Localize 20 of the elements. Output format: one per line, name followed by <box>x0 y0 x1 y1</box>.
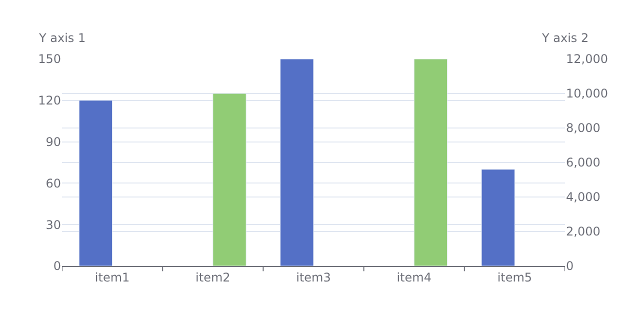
y2-tick-label: 6,000 <box>566 156 600 170</box>
y-tick-label: 0 <box>53 259 61 274</box>
y2-tick-label: 2,000 <box>566 224 600 239</box>
y2-tick-label: 4,000 <box>566 190 600 204</box>
x-tick-label: item4 <box>396 270 432 284</box>
y-tick-label: 90 <box>46 135 61 149</box>
x-tick-label: item2 <box>196 270 230 284</box>
x-tick-label: item5 <box>497 270 532 284</box>
x-tick-label: item1 <box>94 270 130 284</box>
y2-tick-label: 10,000 <box>566 86 608 101</box>
y-tick-label: 60 <box>46 176 61 190</box>
y2-tick-label: 8,000 <box>566 121 600 136</box>
y-tick-label: 30 <box>46 218 61 232</box>
y2-axis-title: Y axis 2 <box>541 31 589 45</box>
x-tick-label: item3 <box>296 270 331 284</box>
y-tick-label: 150 <box>38 52 61 66</box>
y-tick-label: 120 <box>38 94 61 108</box>
y2-tick-label: 0 <box>566 259 574 274</box>
y-axis-title: Y axis 1 <box>38 31 86 45</box>
y2-tick-label: 12,000 <box>566 52 608 66</box>
